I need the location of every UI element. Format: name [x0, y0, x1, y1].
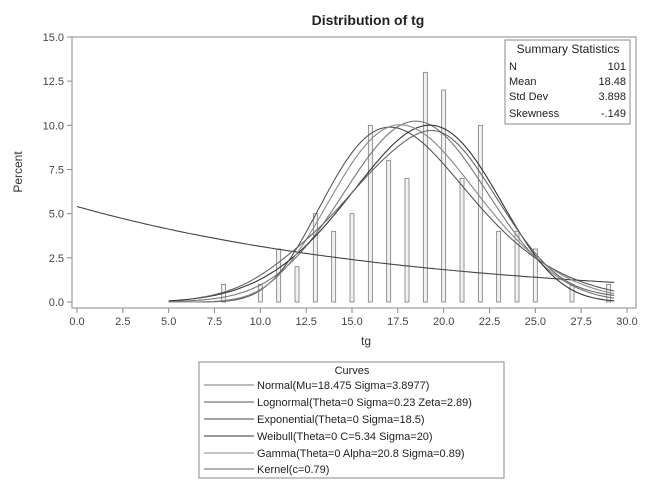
- y-tick-label: 5.0: [49, 209, 64, 221]
- y-axis-label: Percent: [11, 151, 25, 193]
- summary-label-mean: Mean: [509, 76, 537, 88]
- density-curves: [76, 120, 615, 303]
- legend-entry-lognormal: Lognormal(Theta=0 Sigma=0.23 Zeta=2.89): [257, 397, 472, 409]
- x-tick-label: 25.0: [525, 316, 546, 328]
- y-tick-label: 0.0: [49, 297, 64, 309]
- x-tick-label: 2.5: [115, 316, 130, 328]
- curve-gamma: [168, 124, 615, 303]
- x-tick-label: 5.0: [161, 316, 176, 328]
- x-tick-label: 17.5: [387, 316, 408, 328]
- summary-value-mean: 18.48: [598, 76, 626, 88]
- y-axis: 0.0 2.5 5.0 7.5 10.0 12.5 15.0: [43, 32, 72, 309]
- curve-kernel: [196, 129, 615, 299]
- curves-legend: Curves Normal(Mu=18.475 Sigma=3.8977) Lo…: [198, 361, 505, 479]
- histogram-bar: [459, 177, 465, 303]
- y-tick-label: 12.5: [43, 76, 64, 88]
- histogram-bar: [514, 230, 520, 303]
- histogram-bar: [569, 283, 575, 303]
- x-axis: 0.0 2.5 5.0 7.5 10.0 12.5 15.0 17.5 20.0 22.5 25.0…: [69, 308, 638, 328]
- chart-title: Distribution of tg: [312, 12, 425, 28]
- curve-exponential: [76, 205, 615, 283]
- x-tick-label: 27.5: [570, 316, 591, 328]
- histogram-bar: [349, 213, 355, 303]
- x-tick-label: 15.0: [341, 316, 362, 328]
- histogram-bar: [257, 283, 263, 303]
- summary-value-n: 101: [608, 61, 626, 73]
- legend-entry-exponential: Exponential(Theta=0 Sigma=18.5): [257, 414, 425, 426]
- summary-title: Summary Statistics: [517, 42, 620, 56]
- curve-weibull: [168, 124, 615, 302]
- histogram-bar: [441, 89, 447, 303]
- x-axis-label: tg: [361, 334, 371, 348]
- legend-entry-gamma: Gamma(Theta=0 Alpha=20.8 Sigma=0.89): [257, 448, 465, 460]
- legend-entry-kernel: Kernel(c=0.79): [257, 464, 329, 476]
- histogram-bar: [312, 213, 318, 303]
- histogram-bar: [386, 160, 392, 303]
- x-tick-label: 30.0: [616, 316, 637, 328]
- legend-entry-normal: Normal(Mu=18.475 Sigma=3.8977): [257, 380, 429, 392]
- summary-value-skewness: -.149: [601, 108, 626, 120]
- summary-label-skewness: Skewness: [509, 108, 560, 120]
- histogram-bar: [496, 230, 502, 303]
- summary-value-std-dev: 3.898: [598, 91, 626, 103]
- x-tick-label: 22.5: [479, 316, 500, 328]
- histogram-bar: [532, 248, 538, 303]
- summary-label-std-dev: Std Dev: [509, 91, 549, 103]
- x-tick-label: 0.0: [69, 316, 84, 328]
- x-tick-label: 20.0: [433, 316, 454, 328]
- y-tick-label: 15.0: [43, 32, 64, 44]
- legend-title: Curves: [335, 365, 370, 377]
- y-tick-label: 7.5: [49, 165, 64, 177]
- summary-box-frame: [504, 39, 631, 125]
- summary-statistics-box: Summary Statistics N 101 Mean 18.48 Std …: [504, 39, 631, 125]
- x-tick-label: 7.5: [207, 316, 222, 328]
- x-tick-label: 10.0: [250, 316, 271, 328]
- histogram-bar: [294, 266, 300, 303]
- histogram-bar: [477, 124, 483, 303]
- y-tick-label: 10.0: [43, 120, 64, 132]
- summary-label-n: N: [509, 61, 517, 73]
- histogram-bar: [422, 71, 428, 303]
- y-tick-label: 2.5: [49, 253, 64, 265]
- legend-frame: [198, 361, 505, 479]
- histogram-bar: [404, 177, 410, 303]
- histogram-bar: [367, 124, 373, 303]
- x-tick-label: 12.5: [295, 316, 316, 328]
- histogram-bar: [331, 230, 337, 303]
- legend-entry-weibull: Weibull(Theta=0 C=5.34 Sigma=20): [257, 431, 433, 443]
